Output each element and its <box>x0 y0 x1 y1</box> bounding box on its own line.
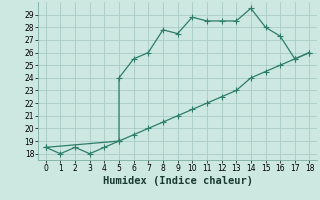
X-axis label: Humidex (Indice chaleur): Humidex (Indice chaleur) <box>103 176 252 186</box>
